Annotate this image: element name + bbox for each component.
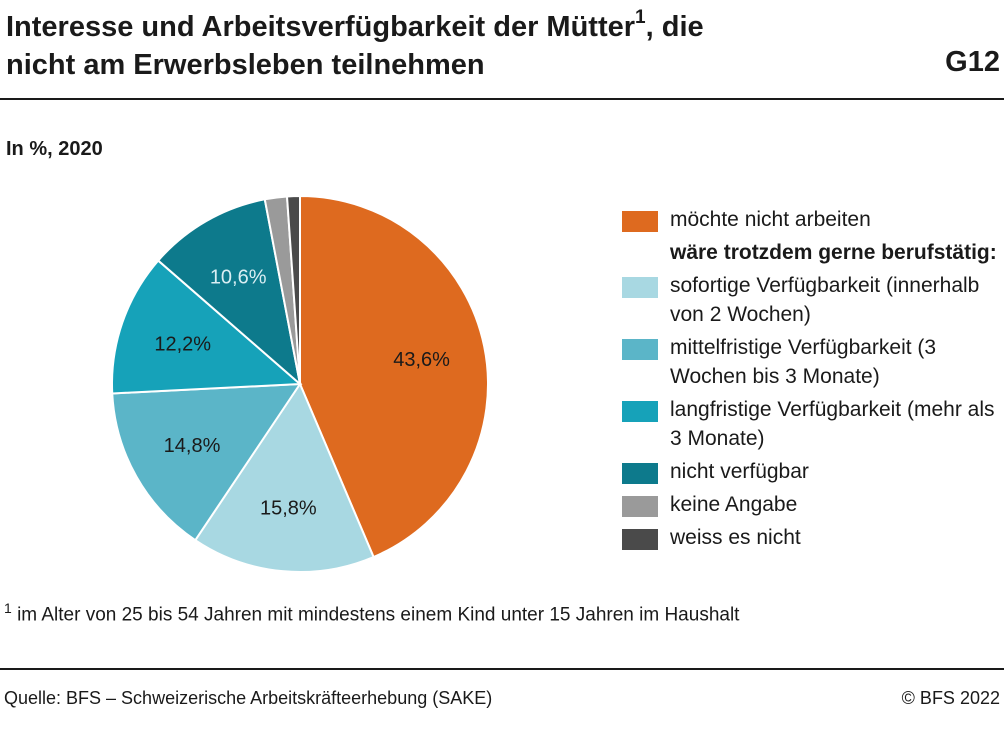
pie-value-label-4: 10,6% bbox=[210, 266, 267, 288]
chart-title: Interesse und Arbeitsverfügbarkeit der M… bbox=[6, 8, 906, 84]
legend-item-3: langfristige Verfügbarkeit (mehr als 3 M… bbox=[622, 395, 1002, 453]
legend-swatch-4 bbox=[622, 463, 658, 484]
source-note: Quelle: BFS – Schweizerische Arbeitskräf… bbox=[4, 688, 493, 708]
footnote-marker: 1 bbox=[4, 600, 12, 616]
pie-value-label-0: 43,6% bbox=[393, 349, 450, 371]
top-rule bbox=[0, 98, 1004, 100]
legend-label-6: weiss es nicht bbox=[670, 526, 801, 549]
pie-slice-1 bbox=[193, 381, 375, 573]
legend-item-0: möchte nicht arbeiten bbox=[622, 205, 1002, 234]
pie-slice-6 bbox=[285, 194, 301, 385]
pie-slice-3 bbox=[111, 259, 303, 395]
legend-item-6: weiss es nicht bbox=[622, 523, 1002, 552]
legend-label-1: sofortige Verfügbarkeit (innerhalb von 2… bbox=[670, 274, 980, 326]
legend-label-3: langfristige Verfügbarkeit (mehr als 3 M… bbox=[670, 398, 995, 450]
title-line1: Interesse und Arbeitsverfügbarkeit der M… bbox=[6, 11, 636, 43]
pie-value-label-1: 15,8% bbox=[260, 498, 317, 520]
pie-labels: 43,6% 15,8% 14,8% 12,2% 10,6% bbox=[154, 266, 450, 519]
chart-subtitle: In %, 2020 bbox=[6, 138, 103, 160]
legend-swatch-0 bbox=[622, 211, 658, 232]
title-line1-end: , die bbox=[645, 11, 704, 43]
pie-slice-0 bbox=[299, 194, 489, 559]
legend: möchte nicht arbeiten wäre trotzdem gern… bbox=[622, 205, 1002, 556]
title-footnote-marker: 1 bbox=[635, 7, 646, 29]
legend-swatch-5 bbox=[622, 496, 658, 517]
copyright: © BFS 2022 bbox=[901, 688, 1000, 708]
title-line2: nicht am Erwerbsleben teilnehmen bbox=[6, 49, 485, 81]
legend-item-2: mittelfristige Verfügbarkeit (3 Wochen b… bbox=[622, 333, 1002, 391]
legend-label-0: möchte nicht arbeiten bbox=[670, 208, 871, 231]
pie-slice-4 bbox=[156, 198, 302, 387]
pie-slices bbox=[111, 194, 489, 573]
legend-swatch-2 bbox=[622, 339, 658, 360]
footnote: 1 im Alter von 25 bis 54 Jahren mit mind… bbox=[4, 600, 739, 626]
legend-item-1: sofortige Verfügbarkeit (innerhalb von 2… bbox=[622, 271, 1002, 329]
legend-label-2: mittelfristige Verfügbarkeit (3 Wochen b… bbox=[670, 336, 937, 388]
footnote-text: im Alter von 25 bis 54 Jahren mit mindes… bbox=[11, 604, 740, 626]
legend-item-5: keine Angabe bbox=[622, 490, 1002, 519]
chart-code: G12 bbox=[945, 46, 1000, 78]
legend-item-4: nicht verfügbar bbox=[622, 457, 1002, 486]
legend-group-heading: wäre trotzdem gerne berufstätig: bbox=[670, 241, 997, 264]
legend-label-4: nicht verfügbar bbox=[670, 460, 809, 483]
pie-value-label-2: 14,8% bbox=[164, 435, 221, 457]
legend-swatch-6 bbox=[622, 529, 658, 550]
legend-label-5: keine Angabe bbox=[670, 493, 798, 516]
pie-slice-2 bbox=[111, 382, 302, 542]
bottom-rule bbox=[0, 668, 1004, 670]
legend-swatch-1 bbox=[622, 277, 658, 298]
legend-swatch-3 bbox=[622, 401, 658, 422]
pie-value-label-3: 12,2% bbox=[154, 333, 211, 355]
